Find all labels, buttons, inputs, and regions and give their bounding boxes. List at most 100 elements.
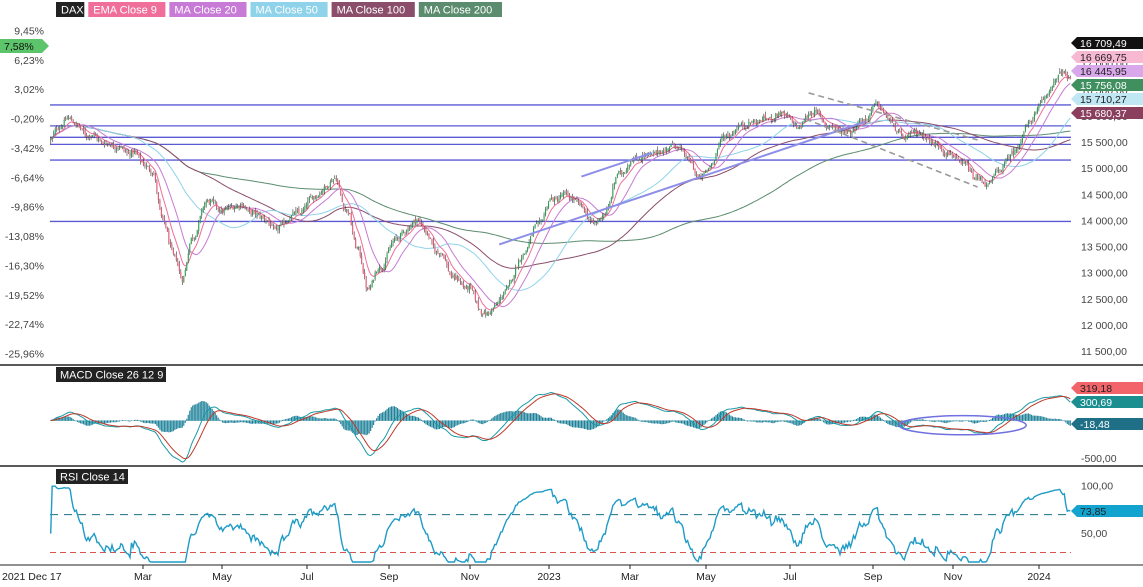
macd-histogram-bar <box>740 417 742 421</box>
macd-histogram-bar <box>974 420 976 424</box>
macd-histogram-bar <box>770 420 772 423</box>
macd-histogram-bar <box>689 420 692 427</box>
macd-histogram-bar <box>314 417 316 421</box>
macd-histogram-bar <box>263 420 266 424</box>
candle-body <box>459 280 461 282</box>
macd-histogram-bar <box>89 420 91 426</box>
candle-body <box>519 259 521 261</box>
candle-body <box>948 151 950 155</box>
candle-body <box>120 146 122 148</box>
candle-body <box>335 178 337 182</box>
candle-body <box>269 222 272 227</box>
candle-body <box>843 130 846 133</box>
macd-histogram-bar <box>571 420 574 428</box>
candle-body <box>168 230 170 243</box>
candle-body <box>238 206 240 208</box>
macd-histogram-bar <box>684 420 686 425</box>
candle-body <box>543 214 545 221</box>
macd-histogram-bar <box>873 414 875 421</box>
candle-body <box>92 135 94 137</box>
candle-body <box>340 188 342 196</box>
left-percent-badge-label: 7,58% <box>4 41 34 53</box>
candle-body <box>688 157 690 161</box>
candle-body <box>440 252 442 254</box>
candle-body <box>506 287 508 290</box>
macd-histogram-bar <box>325 418 327 421</box>
macd-histogram-bar <box>193 404 195 421</box>
candle-body <box>1062 72 1064 74</box>
candle-body <box>274 226 276 229</box>
macd-histogram-bar <box>1033 415 1035 421</box>
percent-axis-tick-label: -16,30% <box>5 260 44 272</box>
candle-body <box>785 114 787 116</box>
macd-histogram-bar <box>247 420 249 424</box>
candle-body <box>896 131 898 133</box>
candle-body <box>600 218 602 220</box>
macd-histogram-bar <box>109 420 112 423</box>
macd-histogram-bar <box>62 417 64 421</box>
candle-body <box>243 206 245 208</box>
x-axis-tick-label: Mar <box>134 571 153 583</box>
candle-body <box>884 112 886 114</box>
candle-body <box>392 240 394 244</box>
candle-body <box>606 209 608 215</box>
macd-histogram-bar <box>112 420 115 423</box>
macd-histogram-bar <box>243 420 245 423</box>
x-axis-tick-label: 2021 Dec 17 <box>2 571 62 583</box>
macd-histogram-bar <box>701 420 704 427</box>
macd-histogram-bar <box>338 420 340 423</box>
candle-body <box>456 276 458 280</box>
candle-body <box>984 182 986 187</box>
price-axis-tick-label: 14 000,00 <box>1081 215 1128 227</box>
macd-histogram-bar <box>555 420 557 422</box>
candle-body <box>65 119 67 120</box>
candle-body <box>642 154 644 161</box>
x-axis: 2021 Dec 17 Mar May Jul Sep Nov 2023 Mar May Jul S… <box>0 564 1143 583</box>
macd-histogram-bar <box>672 420 674 422</box>
candle-body <box>604 214 606 216</box>
macd-histogram-bar <box>129 420 131 422</box>
candle-body <box>202 207 204 211</box>
candle-body <box>550 198 553 199</box>
candle-body <box>66 117 68 120</box>
candle-body <box>721 137 723 140</box>
candle-body <box>142 161 144 166</box>
candle-body <box>947 152 949 157</box>
macd-histogram-bar <box>405 413 408 421</box>
macd-histogram-bar <box>458 420 460 425</box>
macd-histogram-bar <box>171 420 173 432</box>
candle-body <box>779 112 781 115</box>
percent-axis-tick-label: 9,45% <box>14 26 44 38</box>
candle-body <box>817 109 819 112</box>
macd-histogram-bar <box>153 420 155 424</box>
macd-histogram-bar <box>320 418 322 421</box>
macd-histogram-bar <box>450 420 452 429</box>
macd-histogram-bar <box>982 420 985 422</box>
macd-histogram-bar <box>631 417 633 421</box>
candle-body <box>241 203 243 207</box>
macd-histogram-bar <box>691 420 693 427</box>
candle-body <box>991 176 994 181</box>
macd-histogram-bar <box>141 420 143 423</box>
candle-body <box>954 155 956 158</box>
candle-body <box>613 183 615 187</box>
candle-body <box>480 310 482 314</box>
candle-body <box>504 290 506 295</box>
candle-body <box>349 213 351 215</box>
candle-body <box>598 217 600 222</box>
candle-body <box>281 221 284 223</box>
macd-histogram-bar <box>627 415 629 421</box>
candle-body <box>371 280 373 287</box>
candle-body <box>177 261 179 265</box>
macd-histogram-bar <box>479 420 481 424</box>
left-percent-badge <box>0 39 49 53</box>
candle-body <box>525 250 527 254</box>
candle-body <box>826 125 828 127</box>
macd-histogram-bar <box>707 420 710 422</box>
macd-histogram-bar <box>854 419 856 421</box>
macd-histogram-bar <box>407 414 409 421</box>
macd-histogram-bar <box>444 420 446 427</box>
candle-body <box>561 195 563 197</box>
macd-histogram-bar <box>510 411 512 421</box>
